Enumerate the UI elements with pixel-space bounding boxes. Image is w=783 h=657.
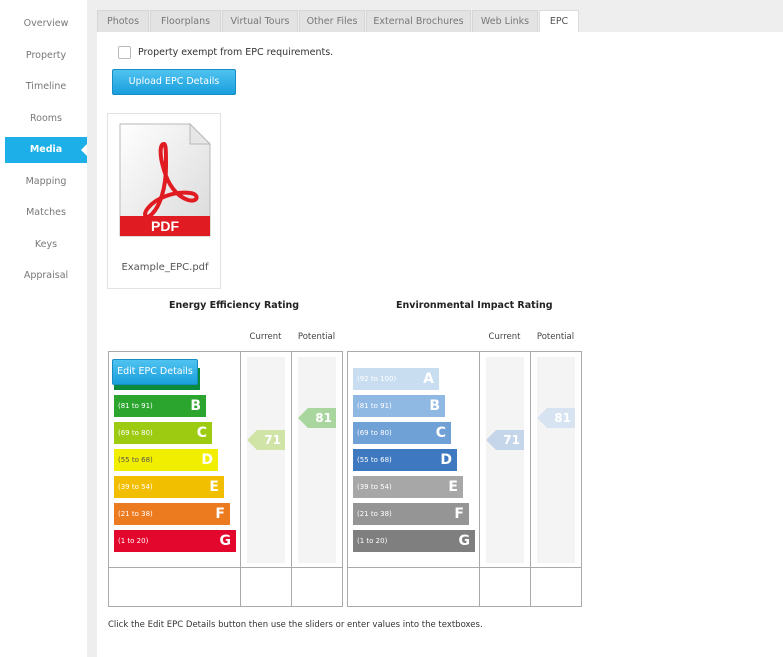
band-letter: C bbox=[435, 425, 446, 441]
environment-current-slider[interactable] bbox=[486, 357, 524, 563]
pdf-badge: PDF bbox=[151, 218, 179, 234]
sidebar: Overview Property Timeline Rooms Media M… bbox=[0, 0, 88, 657]
tab-external-brochures[interactable]: External Brochures bbox=[366, 10, 471, 32]
band-range: (69 to 80) bbox=[357, 429, 392, 437]
exempt-label: Property exempt from EPC requirements. bbox=[138, 47, 334, 58]
band-range: (1 to 20) bbox=[118, 537, 149, 545]
energy-band-e: (39 to 54) E bbox=[114, 476, 224, 498]
environment-potential-header: Potential bbox=[536, 332, 575, 342]
band-letter: G bbox=[219, 533, 232, 549]
tab-floorplans[interactable]: Floorplans bbox=[150, 10, 221, 32]
sidebar-item-timeline[interactable]: Timeline bbox=[25, 81, 67, 92]
divider bbox=[109, 567, 342, 568]
environment-rating-chart: (92 to 100) A (81 to 91) B (69 to 80) C (55… bbox=[347, 351, 582, 607]
band-range: (81 to 91) bbox=[118, 402, 153, 410]
band-range: (21 to 38) bbox=[118, 510, 153, 518]
band-letter: B bbox=[190, 398, 201, 414]
sidebar-item-appraisal[interactable]: Appraisal bbox=[23, 270, 69, 281]
band-letter: C bbox=[196, 425, 207, 441]
environment-rating-title: Environmental Impact Rating bbox=[396, 300, 553, 311]
environment-potential-arrow[interactable]: 81 bbox=[537, 408, 575, 428]
divider bbox=[530, 352, 531, 606]
band-range: (55 to 68) bbox=[118, 456, 153, 464]
energy-rating-title: Energy Efficiency Rating bbox=[169, 300, 300, 311]
band-range: (69 to 80) bbox=[118, 429, 153, 437]
band-range: (92 to 100) bbox=[357, 375, 397, 383]
sidebar-item-rooms[interactable]: Rooms bbox=[29, 113, 62, 124]
band-letter: E bbox=[209, 479, 219, 495]
band-letter: E bbox=[448, 479, 458, 495]
band-letter: D bbox=[201, 452, 213, 468]
band-range: (39 to 54) bbox=[118, 483, 153, 491]
environment-current-arrow[interactable]: 71 bbox=[486, 430, 524, 450]
band-range: (1 to 20) bbox=[357, 537, 388, 545]
environment-current-header: Current bbox=[488, 332, 521, 342]
tab-photos[interactable]: Photos bbox=[97, 10, 149, 32]
energy-band-d: (55 to 68) D bbox=[114, 449, 218, 471]
energy-band-f: (21 to 38) F bbox=[114, 503, 230, 525]
band-range: (21 to 38) bbox=[357, 510, 392, 518]
epc-file-name: Example_EPC.pdf bbox=[121, 262, 209, 273]
energy-band-b: (81 to 91) B bbox=[114, 395, 206, 417]
upload-epc-button[interactable]: Upload EPC Details bbox=[112, 69, 236, 95]
energy-current-header: Current bbox=[249, 332, 282, 342]
environment-band-d: (55 to 68) D bbox=[353, 449, 457, 471]
environment-potential-slider[interactable] bbox=[537, 357, 575, 563]
energy-band-g: (1 to 20) G bbox=[114, 530, 236, 552]
energy-rating-chart: (92 to 100)A (81 to 91)B (69 to 80)C (55… bbox=[108, 351, 343, 607]
energy-potential-header: Potential bbox=[297, 332, 336, 342]
divider bbox=[348, 567, 581, 568]
band-letter: F bbox=[215, 506, 225, 522]
edit-epc-button[interactable]: Edit EPC Details bbox=[112, 359, 198, 385]
environment-band-e: (39 to 54) E bbox=[353, 476, 463, 498]
tab-web-links[interactable]: Web Links bbox=[472, 10, 538, 32]
environment-band-b: (81 to 91) B bbox=[353, 395, 445, 417]
epc-panel: Property exempt from EPC requirements. U… bbox=[97, 32, 783, 657]
band-range: (39 to 54) bbox=[357, 483, 392, 491]
tab-virtual-tours[interactable]: Virtual Tours bbox=[222, 10, 298, 32]
environment-band-g: (1 to 20) G bbox=[353, 530, 475, 552]
band-letter: B bbox=[429, 398, 440, 414]
divider bbox=[240, 352, 241, 606]
exempt-checkbox[interactable] bbox=[118, 46, 131, 59]
sidebar-item-overview[interactable]: Overview bbox=[23, 18, 69, 29]
energy-potential-arrow[interactable]: 81 bbox=[298, 408, 336, 428]
environment-band-f: (21 to 38) F bbox=[353, 503, 469, 525]
band-range: (81 to 91) bbox=[357, 402, 392, 410]
band-letter: G bbox=[458, 533, 471, 549]
divider bbox=[291, 352, 292, 606]
sidebar-item-mapping[interactable]: Mapping bbox=[25, 176, 67, 187]
sidebar-item-media[interactable]: Media bbox=[5, 137, 88, 163]
band-letter: A bbox=[423, 371, 434, 387]
epc-instructions: Click the Edit EPC Details button then u… bbox=[108, 620, 483, 630]
band-range: (55 to 68) bbox=[357, 456, 392, 464]
environment-band-c: (69 to 80) C bbox=[353, 422, 451, 444]
band-letter: D bbox=[440, 452, 452, 468]
sidebar-item-keys[interactable]: Keys bbox=[34, 239, 58, 250]
energy-band-c: (69 to 80) C bbox=[114, 422, 212, 444]
energy-current-arrow[interactable]: 71 bbox=[247, 430, 285, 450]
sidebar-item-matches[interactable]: Matches bbox=[26, 207, 66, 218]
environment-band-a: (92 to 100) A bbox=[353, 368, 439, 390]
energy-potential-slider[interactable] bbox=[298, 357, 336, 563]
energy-current-slider[interactable] bbox=[247, 357, 285, 563]
divider bbox=[479, 352, 480, 606]
pdf-file-icon: PDF bbox=[119, 122, 212, 237]
tab-epc[interactable]: EPC bbox=[539, 10, 579, 32]
band-letter: F bbox=[454, 506, 464, 522]
tab-other-files[interactable]: Other Files bbox=[299, 10, 365, 32]
sidebar-item-property[interactable]: Property bbox=[25, 50, 67, 61]
epc-file-card[interactable]: PDF Example_EPC.pdf bbox=[107, 113, 221, 289]
main-frame: Photos Floorplans Virtual Tours Other Fi… bbox=[87, 0, 783, 657]
